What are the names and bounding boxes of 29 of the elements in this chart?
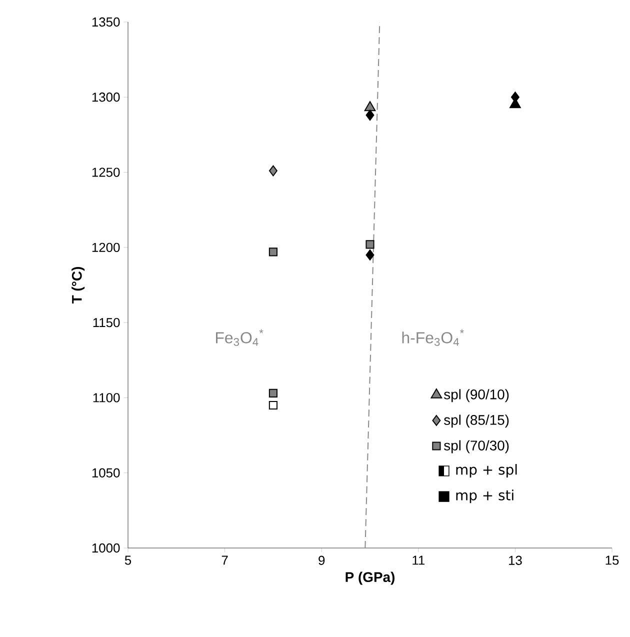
annotation: Fe$_{3}$O$_{4}$* (216, 329, 264, 346)
point (268, 400, 278, 410)
x-tick-label: 15 (606, 556, 619, 565)
y-axis-title: T (°C) (72, 267, 85, 304)
legend-label: spl (85/15) (444, 414, 509, 428)
point (268, 248, 278, 256)
point (268, 388, 278, 398)
x-tick-label: 13 (508, 556, 522, 565)
point (366, 240, 374, 249)
x-tick-label: 11 (412, 556, 425, 565)
legend-label: spl (70/30) (444, 440, 509, 454)
point (366, 110, 374, 121)
y-tick-label: 1250 (92, 168, 120, 177)
y-tick-label: 1100 (93, 393, 120, 402)
legend-label: spl (90/10) (444, 389, 509, 402)
annotation: ■ mp + sti (438, 490, 514, 504)
x-tick-label: 5 (124, 556, 132, 565)
y-tick-label: 1300 (92, 92, 120, 102)
y-tick-label: 1350 (92, 17, 120, 27)
y-tick-label: 1000 (92, 543, 120, 553)
annotation: ◧ mp + spl (438, 464, 517, 478)
annotation: h-Fe$_{3}$O$_{4}$* (402, 329, 464, 346)
x-axis-title: P (GPa) (346, 572, 394, 585)
x-tick-label: 9 (318, 556, 325, 565)
point (366, 249, 374, 260)
x-tick-label: 7 (222, 556, 228, 565)
y-tick-label: 1050 (92, 468, 120, 478)
y-tick-label: 1200 (92, 242, 120, 252)
y-tick-label: 1150 (93, 318, 120, 328)
